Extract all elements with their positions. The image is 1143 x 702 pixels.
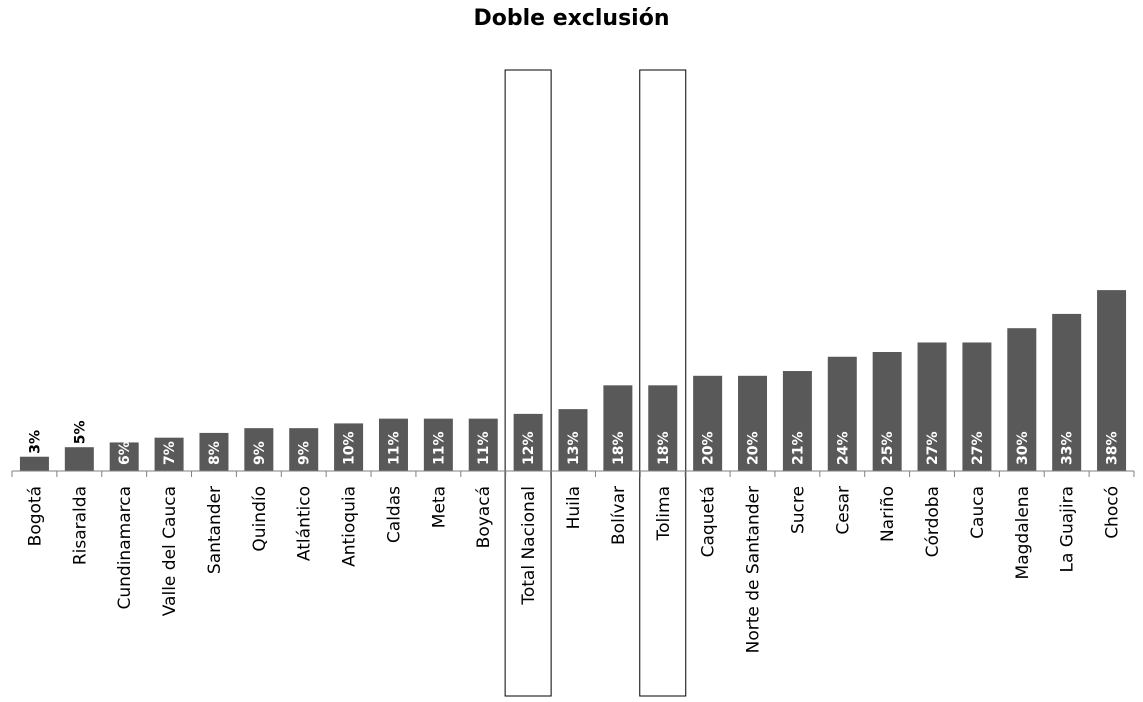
bar (199, 432, 229, 471)
category-label: Quindío (250, 486, 270, 552)
category-label: Caldas (384, 486, 404, 543)
category-label: Santander (205, 486, 225, 574)
category-label: Bolívar (609, 486, 629, 545)
bar (109, 442, 139, 471)
highlight-box (504, 69, 552, 697)
category-label: Total Nacional (519, 486, 539, 606)
value-label: 18% (611, 431, 627, 465)
category-labels: Bogotá Risaralda Cundinamarca Valle del Cau… (25, 486, 1122, 654)
category-label: Valle del Cauca (160, 486, 180, 616)
bar (558, 409, 588, 471)
highlight-boxes (504, 69, 687, 697)
bar (962, 342, 992, 471)
bar (603, 385, 633, 471)
bar (782, 371, 812, 471)
bar (468, 418, 498, 471)
category-label: La Guajira (1058, 486, 1078, 573)
category-label: Meta (429, 486, 449, 528)
category-label: Cauca (968, 486, 988, 539)
bar (244, 428, 274, 471)
bar (1007, 328, 1037, 471)
value-label: 33% (1060, 431, 1076, 465)
category-label: Cundinamarca (115, 486, 135, 609)
category-label: Magdalena (1013, 486, 1033, 579)
value-label: 20% (746, 431, 762, 465)
category-label: Boyacá (474, 486, 494, 548)
bar (917, 342, 947, 471)
bar (334, 423, 364, 471)
value-label: 10% (342, 431, 358, 465)
value-label: 12% (521, 431, 537, 465)
value-label: 7% (162, 441, 178, 465)
bar (738, 375, 768, 471)
category-label: Córdoba (923, 486, 943, 557)
value-label: 25% (880, 431, 896, 465)
value-label: 18% (656, 431, 672, 465)
value-label: 5% (72, 420, 88, 444)
value-label: 13% (566, 431, 582, 465)
bar (154, 437, 184, 471)
category-label: Nariño (878, 486, 898, 542)
value-label: 3% (27, 430, 43, 454)
value-label: 38% (1105, 431, 1121, 465)
category-label: Bogotá (25, 486, 45, 546)
highlight-box (639, 69, 687, 697)
bar (872, 352, 902, 471)
chart-title: Doble exclusión (473, 6, 670, 31)
category-label: Cesar (833, 486, 853, 535)
bar (1097, 290, 1127, 471)
value-label: 27% (925, 431, 941, 465)
value-label: 11% (386, 431, 402, 465)
bar (289, 428, 319, 471)
value-label: 11% (431, 431, 447, 465)
value-label: 20% (701, 431, 717, 465)
x-axis (11, 470, 1135, 477)
bar (64, 447, 94, 471)
bar (423, 418, 453, 471)
value-label: 9% (297, 441, 313, 465)
bar (1052, 313, 1082, 471)
category-label: Chocó (1103, 486, 1123, 539)
category-label: Sucre (788, 486, 808, 534)
bar (693, 375, 723, 471)
value-label: 24% (835, 431, 851, 465)
value-label: 11% (476, 431, 492, 465)
value-label: 30% (1015, 431, 1031, 465)
value-label: 8% (207, 441, 223, 465)
bar (19, 456, 49, 471)
category-label: Tolima (654, 486, 674, 541)
bar (513, 413, 543, 471)
bar (378, 418, 408, 471)
value-label: 21% (790, 431, 806, 465)
value-label: 6% (117, 441, 133, 465)
bar (827, 356, 857, 471)
category-label: Risaralda (70, 486, 90, 565)
value-labels: 3% 5% 6% 7% 8% 9% 9% 10% 11% 11% 11% 12% 13% 18% 18% 20… (27, 420, 1120, 465)
category-label: Norte de Santander (744, 486, 764, 653)
category-label: Antioquia (340, 486, 360, 567)
category-label: Caquetá (699, 486, 719, 557)
bar (648, 385, 678, 471)
value-label: 9% (252, 441, 268, 465)
category-label: Atlántico (295, 486, 315, 561)
category-label: Huila (564, 486, 584, 529)
value-label: 27% (970, 431, 986, 465)
bars (19, 290, 1127, 471)
